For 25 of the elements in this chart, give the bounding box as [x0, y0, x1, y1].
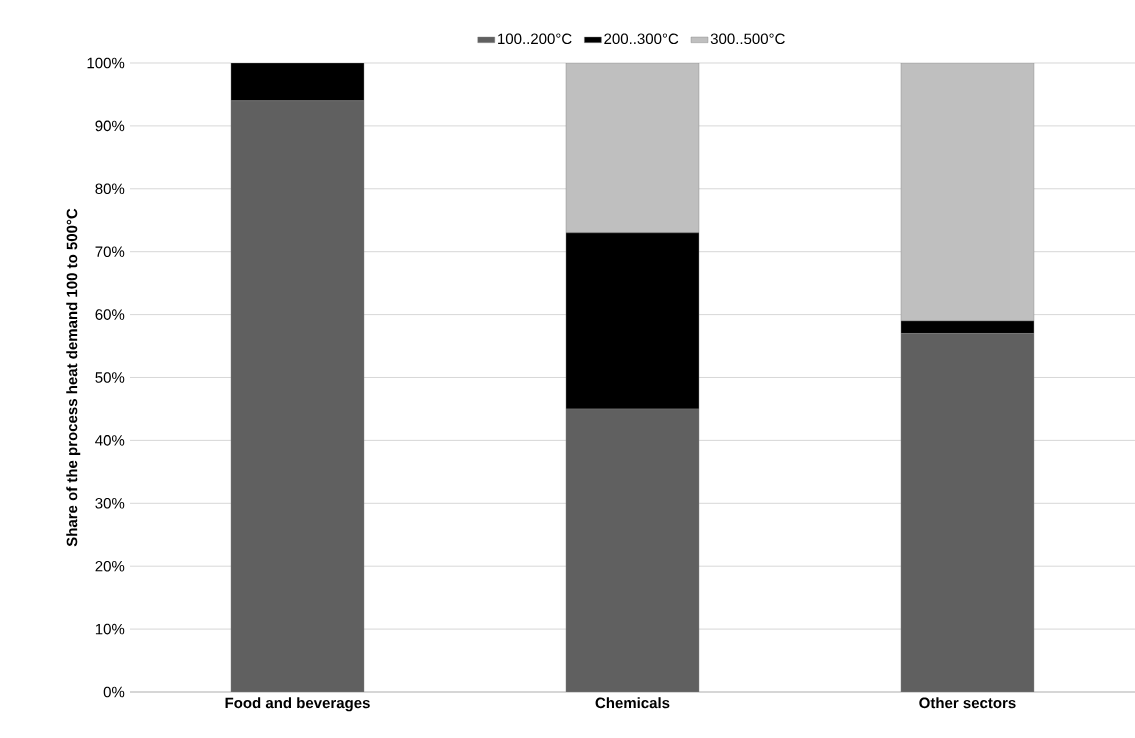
y-tick-label: 20% — [95, 560, 125, 572]
y-tick-label: 100% — [87, 57, 125, 69]
y-tick-label: 80% — [95, 183, 125, 195]
bar — [900, 333, 1035, 692]
y-tick-label: 60% — [95, 309, 125, 320]
x-tick-label: Chemicals — [595, 697, 670, 709]
x-tick-label: Other sectors — [919, 697, 1016, 709]
y-tick-label: 10% — [95, 623, 125, 635]
y-tick-label: 50% — [95, 372, 125, 383]
y-tick-label: 40% — [95, 435, 125, 446]
y-axis-title: Share of the process heat demand 100 to 500°C — [66, 208, 81, 547]
bar — [231, 100, 364, 692]
y-tick-label: 70% — [95, 246, 125, 257]
y-tick-label: 90% — [95, 120, 125, 132]
bar — [230, 62, 365, 101]
bar — [900, 62, 1035, 322]
bar — [565, 232, 700, 410]
legend-label: 200..300°C — [604, 33, 679, 45]
legend-label: 100..200°C — [498, 33, 572, 45]
bar — [565, 408, 699, 692]
y-tick-label: 0% — [103, 686, 125, 698]
y-tick-label: 30% — [95, 497, 125, 509]
bar — [565, 62, 700, 234]
legend-label: 300..500°C — [710, 33, 785, 45]
x-tick-label: Food and beverages — [225, 697, 370, 712]
